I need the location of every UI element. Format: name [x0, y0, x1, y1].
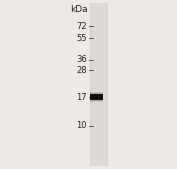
- Bar: [90, 101, 103, 102]
- Text: 28: 28: [76, 66, 87, 75]
- Bar: [90, 94, 103, 100]
- Text: 72: 72: [76, 22, 87, 31]
- Bar: [90, 93, 103, 94]
- Text: 36: 36: [76, 55, 87, 65]
- Text: 55: 55: [76, 33, 87, 43]
- Bar: [92, 3, 106, 166]
- Bar: [90, 100, 103, 101]
- Bar: [90, 3, 108, 166]
- Text: 10: 10: [76, 121, 87, 130]
- Bar: [90, 92, 103, 93]
- Text: kDa: kDa: [70, 5, 88, 14]
- Text: 17: 17: [76, 93, 87, 102]
